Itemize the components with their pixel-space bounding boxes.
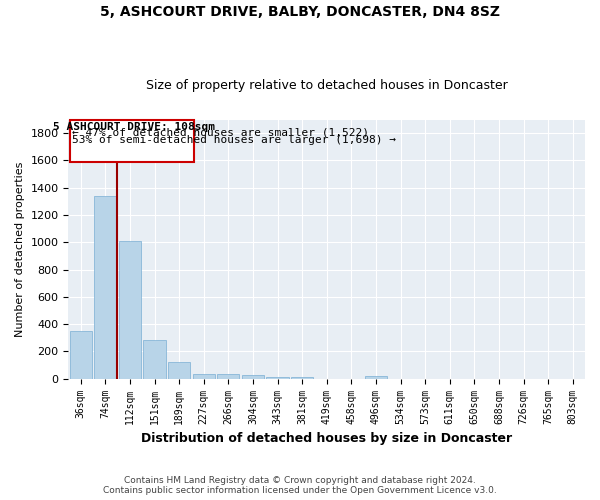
Bar [70,331,92,378]
Bar [119,241,141,378]
FancyBboxPatch shape [70,120,194,162]
Text: 5, ASHCOURT DRIVE, BALBY, DONCASTER, DN4 8SZ: 5, ASHCOURT DRIVE, BALBY, DONCASTER, DN4… [100,5,500,19]
Bar [143,340,166,378]
Bar [266,376,289,378]
X-axis label: Distribution of detached houses by size in Doncaster: Distribution of detached houses by size … [141,432,512,445]
Bar [94,196,116,378]
Y-axis label: Number of detached properties: Number of detached properties [15,162,25,337]
Title: Size of property relative to detached houses in Doncaster: Size of property relative to detached ho… [146,79,508,92]
Text: 5 ASHCOURT DRIVE: 108sqm: 5 ASHCOURT DRIVE: 108sqm [53,122,215,132]
Bar [168,362,190,378]
Text: Contains HM Land Registry data © Crown copyright and database right 2024.
Contai: Contains HM Land Registry data © Crown c… [103,476,497,495]
Bar [365,376,387,378]
Bar [193,374,215,378]
Text: ← 47% of detached houses are smaller (1,522): ← 47% of detached houses are smaller (1,… [73,128,370,138]
Bar [291,376,313,378]
Text: 53% of semi-detached houses are larger (1,698) →: 53% of semi-detached houses are larger (… [73,134,397,144]
Bar [217,374,239,378]
Bar [242,376,264,378]
